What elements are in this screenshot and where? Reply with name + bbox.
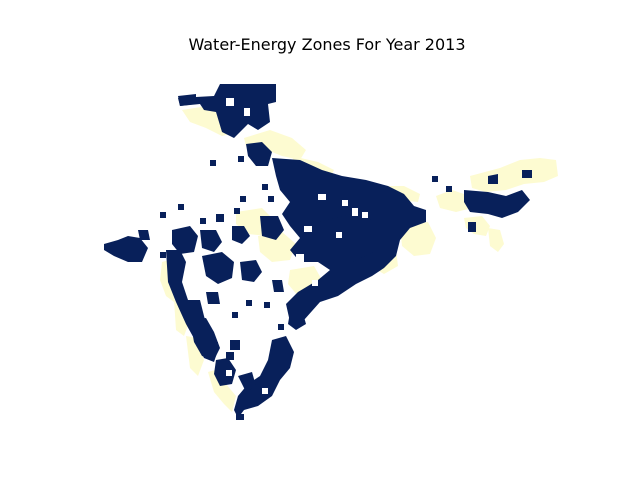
speckle-cell: [234, 208, 240, 214]
gap-cell: [262, 388, 268, 394]
gap-cell: [226, 98, 234, 106]
zone-high-rajasthan-c: [232, 226, 250, 244]
zone-high-ne-small: [488, 174, 498, 184]
zone-high-ap-small: [230, 340, 240, 350]
speckle-cell: [200, 218, 206, 224]
zone-low-himachal: [244, 130, 306, 160]
zone-low-mp-center: [258, 232, 296, 262]
speckle-cell: [236, 414, 244, 420]
zone-low-assam-west: [436, 190, 472, 212]
zone-low-layer: [160, 104, 558, 412]
gap-cell: [362, 212, 368, 218]
gap-cell: [244, 108, 250, 116]
speckle-cell: [178, 204, 184, 210]
gap-cell: [336, 232, 342, 238]
zone-low-bengal: [400, 222, 436, 256]
gap-cell: [296, 254, 304, 262]
gap-cell: [342, 200, 348, 206]
speckle-cell: [432, 176, 438, 182]
zone-high-ne-small-2: [468, 222, 476, 232]
zone-high-speckle: [160, 156, 452, 420]
zone-high-ap-coast: [288, 310, 306, 330]
zone-low-mizoram: [488, 228, 504, 252]
zone-high-kashmir-west: [178, 94, 196, 106]
gap-cell: [312, 280, 318, 286]
speckle-cell: [216, 214, 224, 222]
zone-high-kashmir: [178, 84, 276, 138]
speckle-cell: [160, 252, 166, 258]
zone-high-ne-small-3: [522, 170, 532, 178]
zone-high-maharashtra-b: [240, 260, 262, 282]
zone-high-karnataka: [190, 318, 220, 360]
speckle-cell: [212, 342, 218, 348]
gap-cell: [352, 208, 358, 216]
zone-high-rajasthan-b: [200, 230, 222, 252]
speckle-cell: [268, 196, 274, 202]
zone-high-layer: [104, 84, 532, 418]
zone-map: [104, 84, 558, 420]
zone-low-kerala-coast: [208, 368, 236, 412]
zone-high-tamil-nadu: [234, 336, 294, 418]
zone-high-central-east: [318, 214, 382, 264]
zone-high-kutch-2: [138, 230, 150, 240]
speckle-cell: [232, 312, 238, 318]
zone-high-maharashtra-a: [202, 252, 234, 284]
zone-high-ap-small-2: [226, 352, 234, 360]
zone-high-central-west: [260, 216, 284, 240]
zone-high-maharashtra-d: [272, 280, 284, 292]
speckle-cell: [160, 212, 166, 218]
zone-high-maharashtra-c: [206, 292, 220, 304]
zone-high-himachal: [246, 142, 272, 166]
speckle-cell: [264, 302, 270, 308]
speckle-cell: [238, 156, 244, 162]
zone-high-assam: [464, 190, 530, 218]
map-title: Water-Energy Zones For Year 2013: [188, 35, 465, 54]
speckle-cell: [278, 324, 284, 330]
zone-high-south-west: [214, 358, 236, 386]
speckle-cell: [246, 300, 252, 306]
zone-gaps: [226, 98, 368, 394]
zone-high-kutch: [104, 236, 148, 262]
speckle-cell: [262, 184, 268, 190]
gap-cell: [318, 194, 326, 200]
zone-high-rajasthan-a: [172, 226, 198, 254]
gap-cell: [304, 226, 312, 232]
speckle-cell: [240, 196, 246, 202]
speckle-cell: [210, 160, 216, 166]
gap-cell: [226, 370, 232, 376]
zone-high-south-mid: [238, 372, 256, 392]
speckle-cell: [446, 186, 452, 192]
